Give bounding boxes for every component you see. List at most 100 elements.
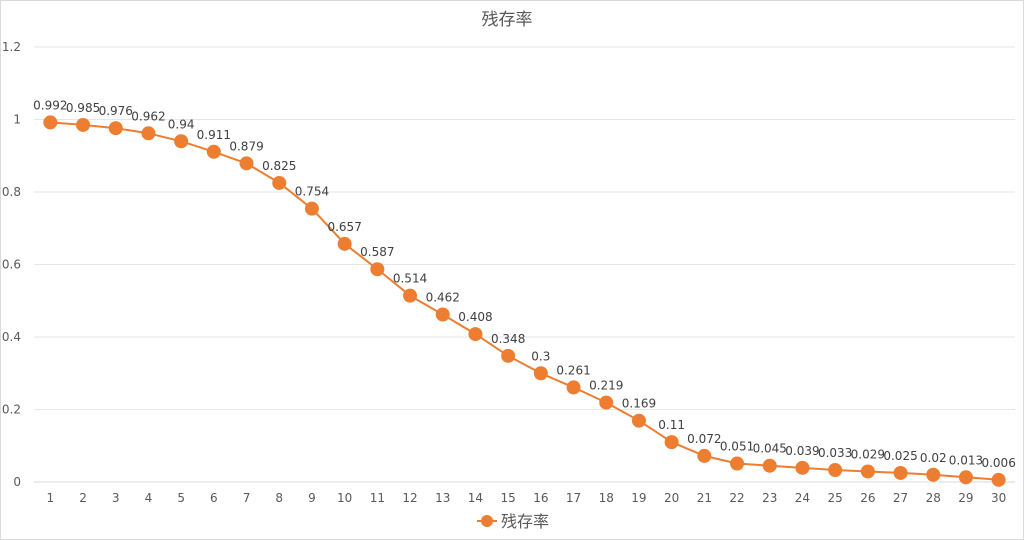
data-point	[795, 460, 810, 475]
data-label: 0.94	[168, 117, 195, 131]
x-tick-label: 23	[762, 491, 777, 505]
x-tick-label: 30	[991, 491, 1006, 505]
data-point	[730, 456, 745, 471]
x-tick-label: 19	[631, 491, 646, 505]
data-label: 0.006	[981, 456, 1015, 470]
y-tick-label: 0	[13, 475, 21, 489]
x-tick-label: 20	[664, 491, 679, 505]
x-tick-label: 16	[533, 491, 548, 505]
data-point	[435, 307, 450, 322]
data-label: 0.825	[262, 159, 296, 173]
data-label: 0.219	[589, 379, 623, 393]
y-tick-label: 1.2	[2, 40, 21, 54]
y-tick-label: 0.6	[2, 258, 21, 272]
data-label: 0.962	[131, 109, 165, 123]
data-point	[893, 465, 908, 480]
data-point	[206, 144, 221, 159]
data-point	[697, 448, 712, 463]
data-label: 0.033	[818, 446, 852, 460]
data-point	[631, 413, 646, 428]
gridlines	[34, 46, 1015, 483]
x-tick-label: 8	[275, 491, 283, 505]
data-label: 0.261	[556, 363, 590, 377]
data-label: 0.045	[753, 442, 787, 456]
data-label: 0.879	[229, 139, 263, 153]
legend-marker	[481, 515, 493, 527]
x-tick-label: 7	[243, 491, 251, 505]
data-point	[991, 472, 1006, 487]
x-tick-label: 14	[468, 491, 483, 505]
data-point	[926, 467, 941, 482]
series-line	[50, 121, 999, 481]
x-tick-label: 28	[926, 491, 941, 505]
data-point	[566, 380, 581, 395]
data-label: 0.025	[883, 449, 917, 463]
x-tick-label: 4	[145, 491, 153, 505]
x-tick-label: 3	[112, 491, 120, 505]
data-point	[141, 126, 156, 141]
x-tick-label: 9	[308, 491, 316, 505]
y-tick-label: 1	[13, 113, 21, 127]
y-axis-ticks: 0 0.2 0.4 0.6 0.8 1 1.2	[2, 40, 21, 489]
data-point	[370, 262, 385, 277]
x-axis-ticks: 1 2 3 4 5 6 7 8 9 10 11 12 13 14 15 16 17 18 19 20 21 22 23 24 2…	[47, 491, 1007, 505]
x-tick-label: 6	[210, 491, 218, 505]
data-label: 0.657	[327, 220, 361, 234]
data-point	[762, 458, 777, 473]
data-point	[337, 236, 352, 251]
x-tick-label: 12	[402, 491, 417, 505]
data-label: 0.3	[531, 349, 550, 363]
data-point	[828, 463, 843, 478]
x-tick-label: 5	[177, 491, 185, 505]
data-label: 0.072	[687, 432, 721, 446]
data-label: 0.051	[720, 440, 754, 454]
y-tick-label: 0.2	[2, 403, 21, 417]
data-point	[599, 395, 614, 410]
y-tick-label: 0.8	[2, 185, 21, 199]
data-label: 0.11	[658, 418, 685, 432]
x-tick-label: 29	[958, 491, 973, 505]
data-point	[76, 117, 91, 132]
x-tick-label: 1	[47, 491, 55, 505]
data-label: 0.587	[360, 245, 394, 259]
x-tick-label: 10	[337, 491, 352, 505]
x-tick-label: 21	[697, 491, 712, 505]
chart-title: 残存率	[482, 10, 533, 30]
x-tick-label: 2	[79, 491, 87, 505]
x-tick-label: 15	[501, 491, 516, 505]
data-label: 0.348	[491, 332, 525, 346]
x-tick-label: 22	[729, 491, 744, 505]
x-tick-label: 13	[435, 491, 450, 505]
data-point	[468, 327, 483, 342]
data-label: 0.02	[920, 451, 947, 465]
x-tick-label: 18	[599, 491, 614, 505]
x-tick-label: 24	[795, 491, 810, 505]
legend: 残存率	[477, 512, 549, 531]
x-tick-label: 27	[893, 491, 908, 505]
data-point	[403, 288, 418, 303]
data-label: 0.462	[426, 291, 460, 305]
data-label: 0.754	[295, 185, 329, 199]
data-label: 0.976	[99, 104, 133, 118]
data-point	[174, 134, 189, 149]
x-tick-label: 11	[370, 491, 385, 505]
data-label: 0.911	[197, 128, 231, 142]
data-point	[272, 175, 287, 190]
data-point	[860, 464, 875, 479]
y-tick-label: 0.4	[2, 330, 21, 344]
x-tick-label: 25	[828, 491, 843, 505]
data-label: 0.039	[785, 444, 819, 458]
data-point	[664, 435, 679, 450]
data-point	[958, 470, 973, 485]
data-label: 0.514	[393, 272, 427, 286]
data-label: 0.985	[66, 101, 100, 115]
x-tick-label: 26	[860, 491, 875, 505]
x-tick-label: 17	[566, 491, 581, 505]
data-point	[239, 156, 254, 171]
data-point	[501, 348, 516, 363]
data-point	[108, 121, 123, 136]
data-label: 0.992	[33, 98, 67, 112]
